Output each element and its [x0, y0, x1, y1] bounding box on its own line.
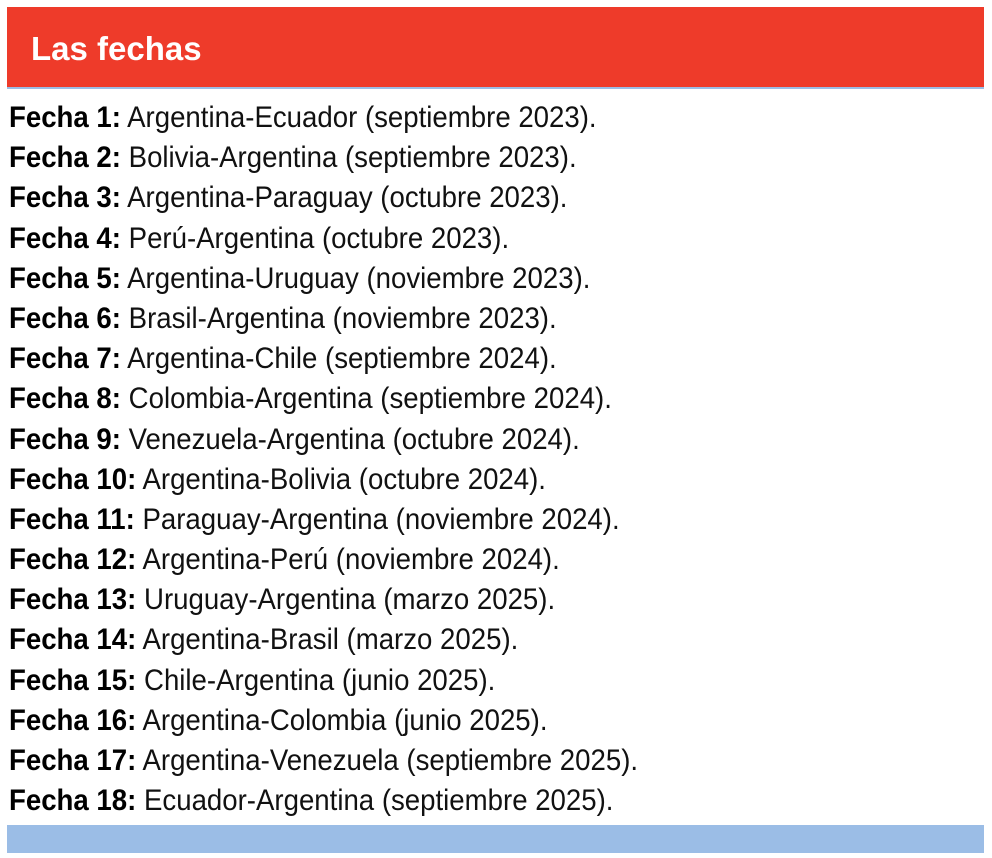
fixture-label: Fecha 4:	[9, 221, 121, 255]
fixture-match: Perú-Argentina (octubre 2023).	[128, 221, 510, 255]
fixture-label: Fecha 3:	[9, 181, 121, 215]
list-item: Fecha 2: Bolivia-Argentina (septiembre 2…	[9, 138, 903, 178]
fixture-label: Fecha 10:	[9, 462, 137, 496]
fixture-match: Argentina-Bolivia (octubre 2024).	[142, 462, 546, 496]
fixture-match: Argentina-Venezuela (septiembre 2025).	[142, 744, 639, 777]
list-item: Fecha 3: Argentina-Paraguay (octubre 202…	[9, 178, 903, 218]
fixture-label: Fecha 17:	[9, 744, 137, 777]
list-item: Fecha 8: Colombia-Argentina (septiembre …	[9, 379, 903, 419]
fixture-match: Argentina-Uruguay (noviembre 2023).	[127, 261, 591, 295]
fixture-label: Fecha 5:	[9, 261, 121, 295]
header-banner: Las fechas	[7, 7, 984, 87]
list-item: Fecha 12: Argentina-Perú (noviembre 2024…	[9, 540, 903, 580]
fixture-label: Fecha 12:	[9, 543, 137, 577]
page-title: Las fechas	[31, 30, 202, 67]
list-item: Fecha 10: Argentina-Bolivia (octubre 202…	[9, 460, 903, 500]
fixture-label: Fecha 13:	[9, 583, 137, 617]
fixture-match: Argentina-Ecuador (septiembre 2023).	[127, 101, 597, 134]
fixture-match: Venezuela-Argentina (octubre 2024).	[128, 422, 580, 456]
list-item: Fecha 16: Argentina-Colombia (junio 2025…	[9, 701, 903, 741]
fixture-label: Fecha 6:	[9, 301, 121, 335]
list-item: Fecha 7: Argentina-Chile (septiembre 202…	[9, 339, 903, 379]
fixture-label: Fecha 18:	[9, 784, 137, 818]
fixture-label: Fecha 14:	[9, 623, 137, 657]
list-item: Fecha 6: Brasil-Argentina (noviembre 202…	[9, 299, 903, 339]
fixture-label: Fecha 7:	[9, 342, 121, 376]
fixture-match: Bolivia-Argentina (septiembre 2023).	[128, 141, 577, 175]
fixture-match: Uruguay-Argentina (marzo 2025).	[144, 583, 556, 617]
fixture-list: Fecha 1: Argentina-Ecuador (septiembre 2…	[9, 98, 981, 821]
fixture-label: Fecha 16:	[9, 703, 137, 737]
list-item: Fecha 18: Ecuador-Argentina (septiembre …	[9, 781, 903, 821]
fixture-match: Argentina-Brasil (marzo 2025).	[142, 623, 519, 657]
fixture-match: Argentina-Paraguay (octubre 2023).	[127, 181, 568, 215]
list-item: Fecha 11: Paraguay-Argentina (noviembre …	[9, 500, 903, 540]
fixture-match: Chile-Argentina (junio 2025).	[144, 663, 496, 697]
list-item: Fecha 15: Chile-Argentina (junio 2025).	[9, 661, 903, 701]
list-item: Fecha 1: Argentina-Ecuador (septiembre 2…	[9, 98, 903, 138]
fixture-match: Paraguay-Argentina (noviembre 2024).	[142, 502, 620, 536]
footer-bar	[7, 825, 984, 853]
list-item: Fecha 9: Venezuela-Argentina (octubre 20…	[9, 420, 903, 460]
fixture-label: Fecha 9:	[9, 422, 121, 456]
fixture-match: Argentina-Chile (septiembre 2024).	[127, 342, 557, 376]
list-item: Fecha 14: Argentina-Brasil (marzo 2025).	[9, 620, 903, 660]
list-item: Fecha 5: Argentina-Uruguay (noviembre 20…	[9, 259, 903, 299]
header-divider	[7, 87, 984, 89]
list-item: Fecha 17: Argentina-Venezuela (septiembr…	[9, 741, 903, 781]
list-item: Fecha 4: Perú-Argentina (octubre 2023).	[9, 219, 903, 259]
fixture-match: Ecuador-Argentina (septiembre 2025).	[144, 784, 614, 818]
fixture-match: Brasil-Argentina (noviembre 2023).	[128, 301, 557, 335]
fixture-label: Fecha 8:	[9, 382, 121, 416]
list-item: Fecha 13: Uruguay-Argentina (marzo 2025)…	[9, 580, 903, 620]
fixture-label: Fecha 2:	[9, 141, 121, 175]
fixture-label: Fecha 11:	[9, 502, 135, 536]
fixture-match: Colombia-Argentina (septiembre 2024).	[128, 382, 612, 416]
fixture-label: Fecha 1:	[9, 101, 121, 134]
fixture-match: Argentina-Perú (noviembre 2024).	[142, 543, 560, 577]
fixture-label: Fecha 15:	[9, 663, 137, 697]
fixture-match: Argentina-Colombia (junio 2025).	[142, 703, 548, 737]
